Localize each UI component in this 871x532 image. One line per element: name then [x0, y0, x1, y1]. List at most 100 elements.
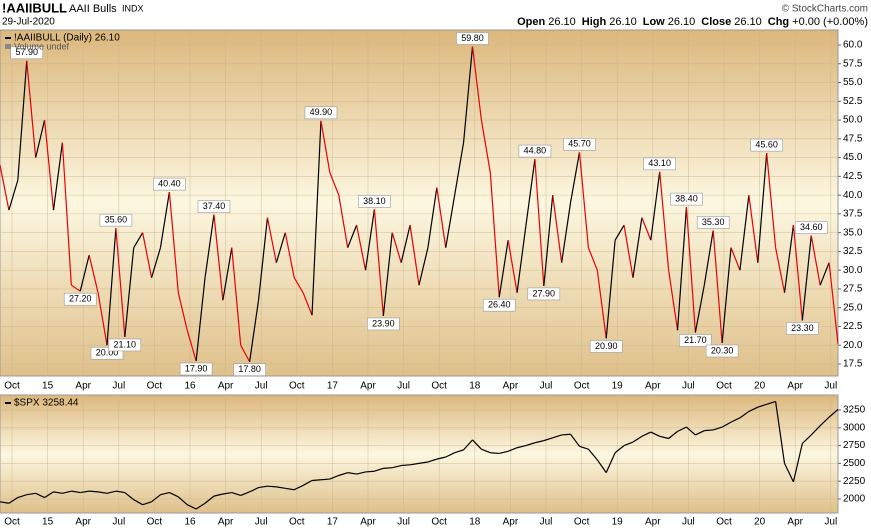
line-segment: [168, 192, 179, 293]
line-segment: [409, 225, 420, 286]
line-segment: [641, 217, 652, 241]
line-segment: [124, 247, 135, 338]
line-segment: [142, 232, 153, 278]
line-segment: [472, 439, 482, 450]
line-segment: [275, 232, 286, 263]
line-segment: [338, 195, 349, 248]
line-segment: [231, 492, 241, 496]
line-segment: [302, 479, 313, 486]
y-tick-label: 60.0: [843, 40, 863, 51]
line-segment: [463, 439, 473, 451]
line-segment: [285, 487, 295, 491]
line-segment: [810, 235, 821, 286]
value-label-box: [304, 106, 338, 120]
line-segment: [106, 490, 117, 494]
x-tick-label: Jul: [682, 381, 695, 392]
line-segment: [792, 225, 803, 321]
line-segment: [623, 225, 634, 278]
line-segment: [115, 490, 125, 494]
quote-value: +0.00 (+0.00%): [792, 16, 868, 28]
x-tick-label: Oct: [574, 517, 590, 528]
value-label-box: [179, 362, 213, 376]
x-tick-label: Apr: [787, 517, 803, 528]
line-segment: [578, 152, 589, 248]
line-segment: [186, 330, 197, 362]
line-segment: [534, 440, 544, 444]
line-segment: [436, 456, 446, 460]
line-segment: [623, 441, 634, 447]
line-segment: [721, 247, 732, 344]
line-segment: [516, 225, 527, 293]
line-segment: [462, 46, 474, 143]
value-label-box: [99, 213, 133, 227]
line-segment: [605, 240, 616, 339]
line-segment: [347, 224, 358, 248]
line-segment: [543, 195, 554, 286]
x-tick-label: Jul: [112, 381, 125, 392]
line-segment: [177, 496, 188, 506]
x-tick-label: 18: [469, 517, 481, 528]
line-segment: [204, 214, 215, 278]
line-segment: [276, 486, 286, 489]
line-segment: [222, 491, 232, 495]
value-label-box: [108, 338, 142, 352]
value-label-box: [670, 192, 703, 206]
quote-label: High: [582, 16, 607, 28]
y-tick-label: 22.5: [843, 321, 863, 332]
x-tick-label: 17: [327, 517, 339, 528]
y-tick-label: 30.0: [843, 265, 863, 276]
line-segment: [659, 171, 670, 271]
x-tick-label: Jul: [397, 381, 410, 392]
x-tick-label: Oct: [716, 517, 732, 528]
line-segment: [347, 472, 357, 475]
value-label: 27.90: [533, 288, 556, 298]
line-segment: [748, 406, 759, 412]
annotation: Volume undef: [14, 41, 70, 51]
line-segment: [374, 467, 384, 472]
value-label: 43.10: [648, 158, 671, 168]
quote-value: 26.10: [668, 16, 696, 28]
quote-value: 26.10: [734, 16, 762, 28]
annotation-icon: [5, 44, 11, 49]
quote: Open 26.10 High 26.10 Low 26.10 Close 26.10 Chg +…: [517, 16, 868, 28]
quote-label: Low: [643, 16, 665, 28]
line-segment: [61, 142, 72, 286]
value-label-box: [786, 322, 819, 335]
x-tick-label: Jul: [255, 381, 268, 392]
y-tick-label: 55.0: [843, 77, 863, 88]
line-segment: [17, 494, 27, 499]
line-segment: [52, 142, 63, 211]
line-segment: [142, 501, 152, 506]
exchange: INDX: [122, 3, 144, 13]
value-label: 17.80: [238, 364, 261, 374]
value-label: 59.80: [461, 33, 484, 43]
symbol-name: AAII Bulls: [69, 3, 117, 15]
value-label: 35.60: [105, 215, 128, 225]
line-segment: [329, 172, 340, 196]
line-segment: [730, 247, 741, 271]
y-tick-label: 3250: [843, 405, 866, 416]
line-segment: [783, 463, 794, 483]
value-label-box: [367, 317, 400, 331]
line-segment: [775, 401, 786, 464]
line-segment: [320, 478, 330, 481]
line-segment: [632, 435, 643, 443]
line-segment: [819, 262, 830, 286]
line-segment: [240, 491, 250, 496]
value-label-box: [153, 177, 186, 191]
line-segment: [311, 120, 322, 316]
line-segment: [240, 344, 251, 363]
line-segment: [783, 225, 795, 293]
x-tick-label: Jul: [824, 517, 837, 528]
legend-label: $SPX 3258.44: [14, 398, 79, 409]
value-label: 49.90: [310, 107, 333, 117]
line-segment: [391, 232, 402, 263]
x-tick-label: Apr: [787, 381, 803, 392]
x-tick-label: 19: [612, 381, 624, 392]
value-label-box: [696, 216, 730, 229]
y-tick-label: 57.5: [843, 58, 863, 69]
value-label-box: [456, 32, 489, 45]
y-tick-label: 45.0: [843, 152, 863, 163]
line-segment: [507, 240, 518, 293]
value-label: 57.90: [15, 47, 38, 57]
